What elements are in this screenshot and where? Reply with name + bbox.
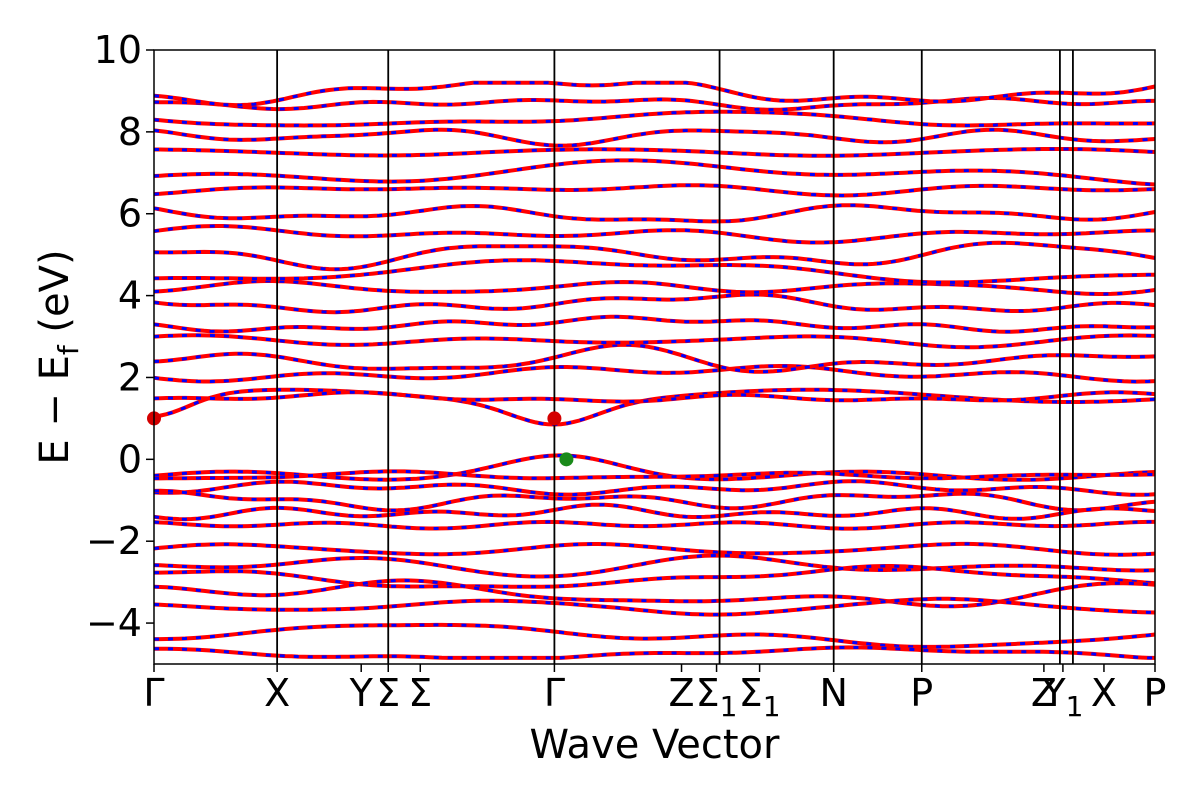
band-line-solid (153, 553, 1156, 579)
band-line-dashed (153, 343, 1156, 374)
band-line-solid (153, 258, 1156, 285)
y-tick-label: 0 (118, 437, 142, 481)
x-tick-label: P (1144, 671, 1167, 715)
band-line-solid (153, 596, 1156, 617)
y-tick-label: −4 (86, 601, 142, 645)
band-line-solid (153, 224, 1155, 245)
band-line-dashed (153, 81, 1156, 107)
band-line-solid (153, 127, 1156, 148)
band-line-solid (153, 479, 1156, 497)
x-tick-label: X (1091, 671, 1117, 715)
band-line-solid (154, 147, 1156, 158)
markers-layer (147, 411, 574, 467)
band-line-solid (154, 645, 1155, 660)
band-line-dashed (153, 453, 1156, 482)
band-line-solid (153, 333, 1156, 350)
y-tick-label: 2 (118, 355, 142, 399)
y-tick-label: −2 (86, 519, 142, 563)
band-edge-marker (547, 411, 562, 426)
band-line-solid (153, 519, 1155, 531)
x-tick-label: Σ1 (696, 671, 738, 723)
x-tick-label: Γ (544, 671, 565, 715)
plot-frame (153, 49, 1156, 665)
band-line-solid (154, 469, 1156, 481)
y-axis-label-sub: f (52, 344, 85, 355)
band-line-dashed (153, 241, 1156, 271)
x-tick-label: Σ1 (739, 671, 781, 723)
band-line-solid (154, 564, 1156, 589)
band-line-dashed (153, 503, 1156, 521)
band-line-solid (153, 390, 1156, 404)
band-line-solid (153, 109, 1156, 128)
x-ticks: Γ X Y Σ Σ Γ Z Σ1 Σ1 N P ZY1 X P (143, 664, 1166, 723)
band-line-solid (153, 203, 1156, 224)
high-symmetry-lines (276, 50, 1074, 664)
band-line-solid (153, 541, 1156, 557)
y-axis-label-main: E − E (32, 355, 78, 465)
x-tick-label: Y (349, 671, 374, 715)
band-line-solid (153, 96, 1155, 112)
x-tick-label: Γ (143, 671, 164, 715)
band-line-solid (153, 80, 1156, 108)
band-line-solid (153, 292, 1156, 315)
y-ticks: −4 −2 0 2 4 6 8 10 (86, 28, 154, 645)
x-tick-label: Z (669, 671, 695, 715)
x-tick-label: Z (1031, 671, 1057, 715)
y-tick-label: 10 (94, 28, 142, 72)
band-line-dashed (153, 388, 1156, 427)
x-tick-label: P (910, 671, 933, 715)
band-line-solid (153, 488, 1156, 513)
x-axis-label: Wave Vector (530, 722, 781, 768)
x-tick-label: N (819, 671, 847, 715)
band-line-solid (153, 314, 1156, 334)
y-axis-label-unit: (eV) (32, 249, 78, 345)
band-line-solid (154, 622, 1156, 649)
x-tick-label: Y1 (1041, 671, 1083, 723)
bands-layer (153, 80, 1156, 660)
band-edge-marker (559, 452, 574, 467)
y-tick-label: 4 (118, 274, 142, 318)
y-tick-label: 6 (118, 192, 142, 236)
x-tick-label: Σ (376, 671, 400, 715)
y-tick-label: 8 (118, 110, 142, 154)
band-line-solid (153, 364, 1156, 384)
x-tick-label: X (264, 671, 290, 715)
y-axis-label: E − Ef (eV) (32, 249, 85, 464)
band-line-solid (153, 279, 1156, 296)
band-line-solid (153, 578, 1156, 609)
x-tick-label: Σ (408, 671, 432, 715)
band-line-solid (153, 158, 1156, 187)
band-line-solid (153, 183, 1156, 198)
